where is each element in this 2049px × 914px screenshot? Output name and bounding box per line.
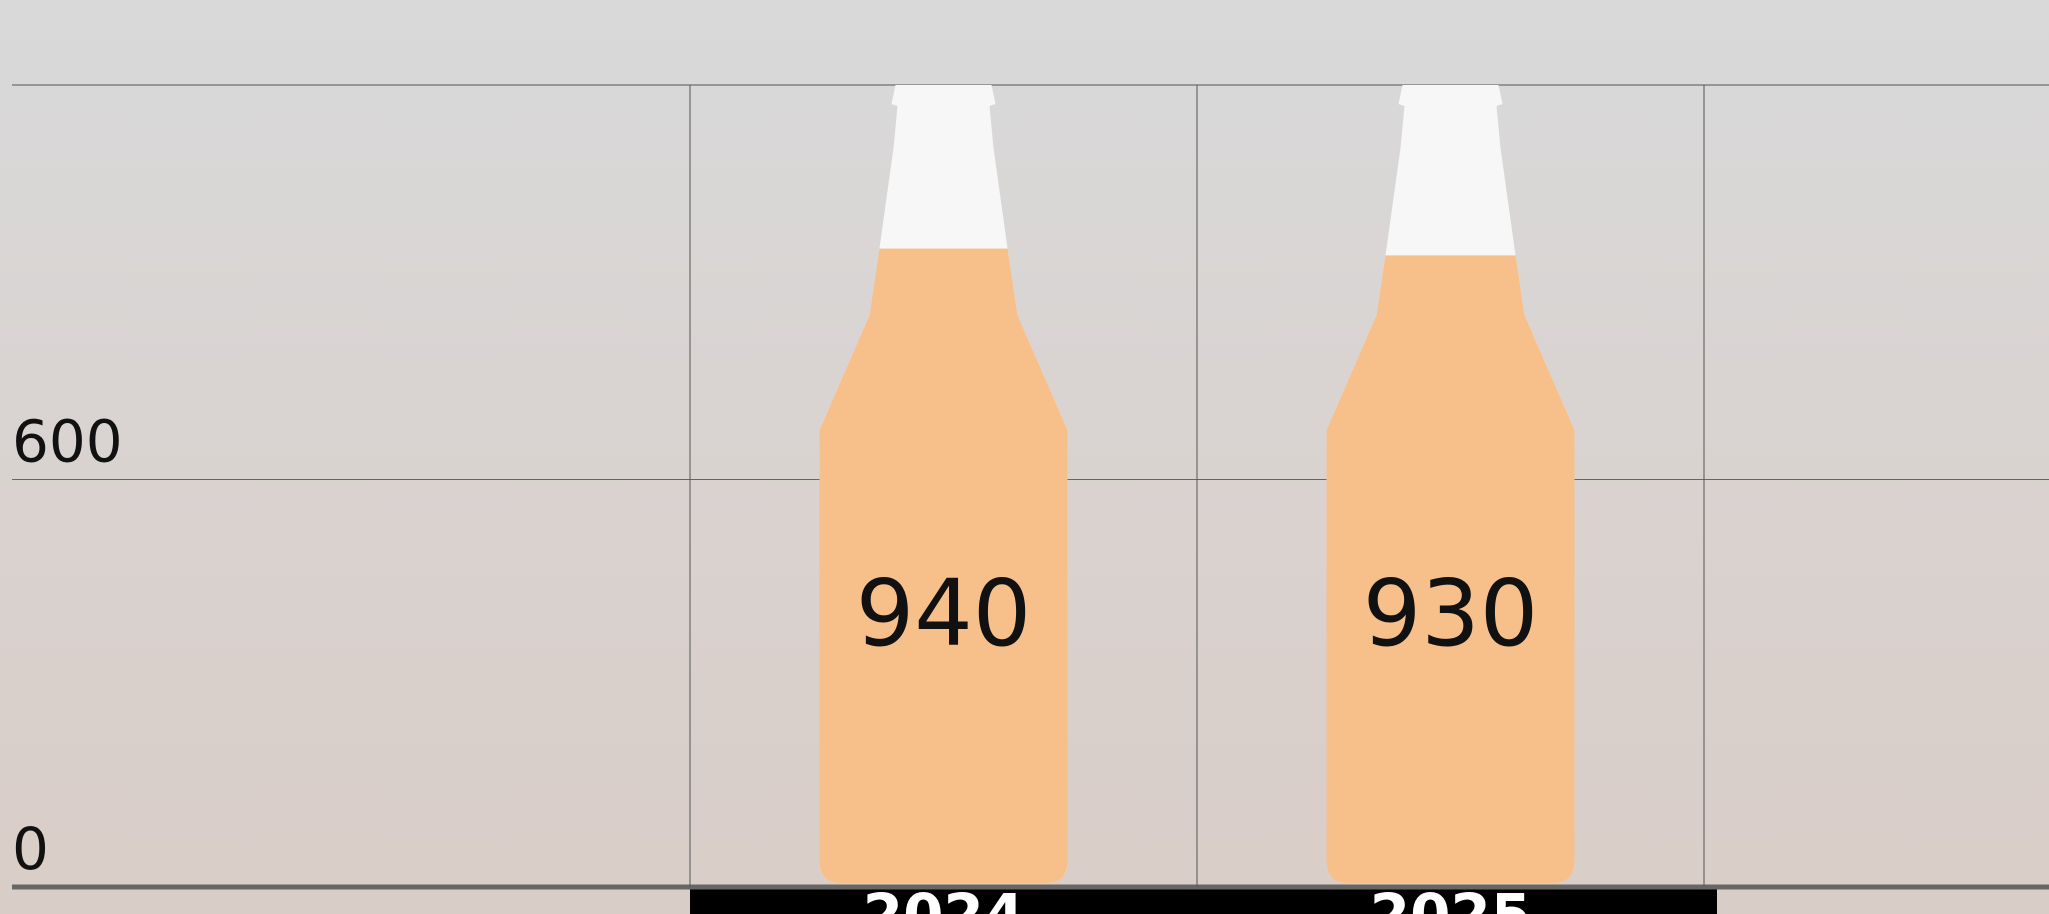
y-tick-label: 0 — [12, 815, 49, 883]
bottle-fill — [1326, 255, 1575, 883]
value-label: 930 — [1363, 560, 1539, 667]
x-tick-label: 2025 — [1370, 881, 1531, 914]
bottle-fill — [819, 248, 1068, 883]
value-label: 940 — [856, 560, 1032, 667]
category-band — [690, 888, 1717, 914]
x-tick-label: 2024 — [863, 881, 1024, 914]
y-tick-label: 600 — [12, 408, 123, 476]
